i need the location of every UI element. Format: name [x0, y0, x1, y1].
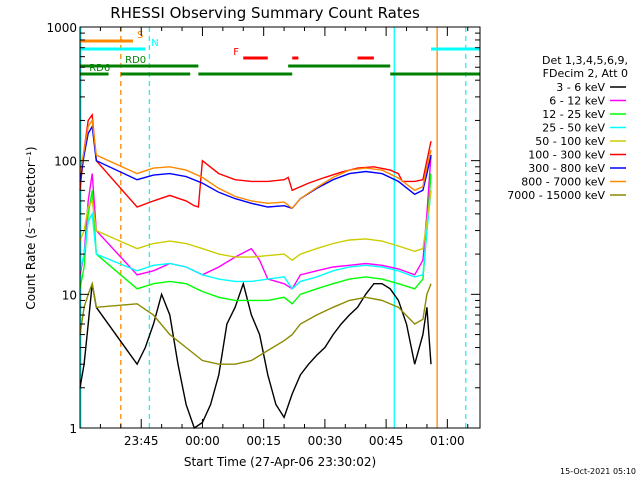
x-tick-label-5: 01:00 [430, 434, 465, 448]
y-tick-label-3: 1000 [46, 21, 77, 35]
series-line-3 [79, 190, 432, 290]
legend-header-0: Det 1,3,4,5,6,9, [542, 54, 628, 67]
vertical-markers [80, 27, 467, 428]
legend-label-8: 7000 - 15000 keV [507, 189, 605, 202]
series-line-5 [79, 112, 432, 208]
series-line-6 [79, 124, 432, 210]
legend-label-3: 25 - 50 keV [542, 122, 605, 135]
observing-flags: SN F RD0 RD6 [80, 30, 480, 76]
x-axis: 23:45 00:00 00:15 00:30 00:45 01:00 [99, 27, 469, 448]
legend-label-5: 100 - 300 keV [528, 149, 605, 162]
plot-frame [79, 26, 481, 429]
x-tick-label-2: 00:15 [246, 434, 281, 448]
series-line-2 [79, 173, 432, 305]
flag-label-rd0: RD0 [125, 55, 146, 66]
x-tick-label-1: 00:00 [185, 434, 220, 448]
flag-label-f: F [233, 47, 239, 58]
y-axis: 1 10 100 1000 [46, 21, 480, 436]
legend-header-1: FDecim 2, Att 0 [543, 67, 628, 80]
chart-title: RHESSI Observing Summary Count Rates [110, 4, 420, 22]
series-line-1 [79, 155, 432, 290]
legend-label-6: 300 - 800 keV [528, 162, 605, 175]
y-axis-label: Count Rate (s⁻¹ detector⁻¹) [24, 146, 38, 309]
y-tick-label-1: 10 [62, 288, 77, 302]
legend-label-2: 12 - 25 keV [542, 108, 605, 121]
flag-label-s: S [137, 30, 143, 41]
x-tick-label-0: 23:45 [124, 434, 159, 448]
x-axis-label: Start Time (27-Apr-06 23:30:02) [184, 455, 376, 469]
flag-label-rd6: RD6 [89, 63, 110, 74]
y-tick-label-2: 100 [54, 155, 77, 169]
series-line-0 [79, 281, 432, 430]
legend-label-1: 6 - 12 keV [549, 95, 605, 108]
legend: Det 1,3,4,5,6,9,FDecim 2, Att 03 - 6 keV… [507, 54, 628, 202]
series-group [79, 112, 432, 430]
x-tick-label-4: 00:45 [369, 434, 404, 448]
legend-label-0: 3 - 6 keV [556, 81, 605, 94]
date-stamp: 15-Oct-2021 05:10 [560, 467, 636, 476]
series-line-7 [79, 118, 432, 210]
series-line-8 [79, 281, 432, 365]
legend-label-4: 50 - 100 keV [535, 135, 605, 148]
flag-label-n: N [151, 38, 158, 49]
y-tick-label-0: 1 [69, 422, 77, 436]
x-tick-label-3: 00:30 [308, 434, 343, 448]
series-line-4 [79, 190, 432, 262]
legend-label-7: 800 - 7000 keV [521, 176, 605, 189]
